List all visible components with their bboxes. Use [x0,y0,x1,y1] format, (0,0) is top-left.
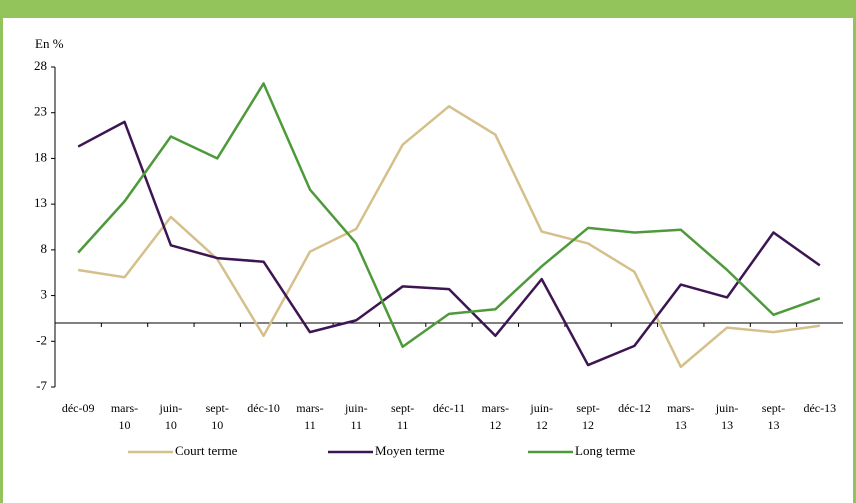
x-tick-label: déc-13 [803,401,837,415]
chart: En % -7 -2 3 8 13 18 23 28 Court terme Moyen term… [34,36,843,458]
x-tick-label: sept-13 [761,401,786,432]
y-tick-label: -7 [36,378,47,393]
legend-label: Court terme [175,443,238,458]
x-tick-label: déc-09 [61,401,95,415]
x-tick-label: sept-12 [576,401,600,432]
x-tick-label: déc-11 [432,401,466,415]
y-tick-label: 18 [34,149,47,164]
y-tick-label: -2 [36,332,47,347]
y-tick-label: 13 [34,195,47,210]
x-tick-label: mars-11 [296,401,324,432]
x-tick-label: sept-10 [205,401,229,432]
x-tick-label: juin-13 [715,401,739,432]
y-tick-label: 23 [34,104,47,119]
line-series [77,82,821,349]
y-tick-label: 8 [41,241,48,256]
x-tick-label: juin-11 [344,401,368,432]
y-tick-label: 28 [34,58,47,73]
x-tick-label: mars-13 [667,401,695,432]
x-tick-label: sept-11 [390,401,415,432]
x-tick-label: mars-12 [481,401,509,432]
line-series [77,105,820,369]
x-tick-label: déc-12 [618,401,651,415]
x-tick-label: déc-10 [247,401,280,415]
x-tick-label: juin-10 [159,401,183,432]
line-series [77,120,821,367]
legend-label: Moyen terme [375,443,445,458]
legend-label: Long terme [575,443,636,458]
y-axis-label: En % [35,36,64,51]
x-tick-label: mars-10 [110,401,139,432]
x-tick-label: juin-12 [530,401,554,432]
y-tick-label: 3 [41,287,48,302]
